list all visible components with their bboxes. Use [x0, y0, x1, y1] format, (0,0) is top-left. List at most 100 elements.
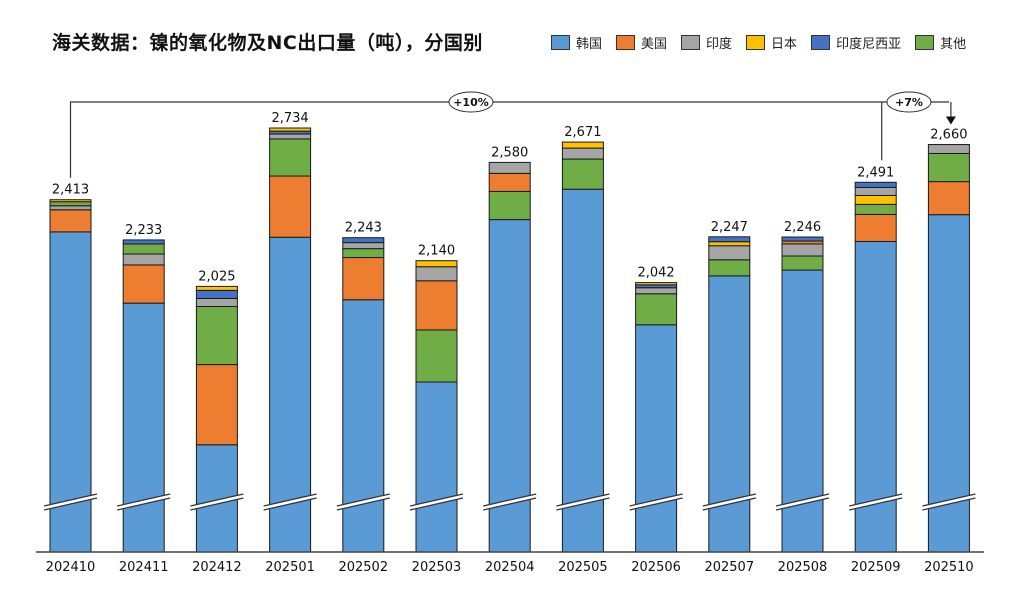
- bar-segment-korea-202411: [122, 302, 165, 553]
- x-tick-label: 202507: [704, 560, 754, 575]
- total-label: 2,233: [125, 223, 162, 238]
- growth-label-10pct: +10%: [453, 96, 489, 109]
- total-labels: 2,413 2,233 2,025 2,734 2,243 2,140 2,580 2,671…: [52, 111, 968, 284]
- axis-break-line-upper: [922, 493, 976, 507]
- bar-segment-other-202501: [269, 138, 312, 177]
- legend-label-japan: 日本: [771, 37, 798, 52]
- total-label: 2,734: [271, 111, 308, 126]
- legend-swatch-usa: [616, 35, 636, 50]
- bar-segment-indonesia-202411: [122, 239, 165, 245]
- x-tick-label: 202503: [412, 560, 462, 575]
- axis-break-line-upper: [190, 493, 244, 507]
- bar-segment-india-202412: [195, 297, 238, 307]
- x-tick-label: 202502: [338, 560, 388, 575]
- growth-bubble-10pct: [448, 91, 494, 113]
- bar-segment-india-202507: [708, 245, 751, 261]
- axis-break-line-upper: [702, 493, 756, 507]
- bar-segment-india-202504: [488, 161, 531, 174]
- axis-break-line-lower: [43, 497, 98, 511]
- axis-break-line-upper: [483, 493, 537, 507]
- bar-segment-usa-202410: [49, 209, 92, 233]
- bar-segment-korea-202507: [708, 275, 751, 553]
- growth-annotations: +10% +7%: [69, 91, 956, 178]
- total-label: 2,413: [52, 183, 89, 198]
- bar-segment-other-202412: [195, 305, 238, 366]
- bar-segment-japan-202501: [269, 127, 312, 132]
- total-label: 2,042: [637, 266, 674, 281]
- legend-swatch-indonesia: [811, 35, 831, 50]
- x-tick-label: 202504: [485, 560, 535, 575]
- axis-break-202505: [556, 494, 610, 510]
- chart-title: 海关数据：镍的氧化物及NC出口量（吨），分国别: [52, 32, 483, 54]
- bar-segment-usa-202503: [415, 280, 458, 331]
- bar-segment-usa-202509: [854, 213, 897, 242]
- bar-segment-other-202502: [342, 248, 385, 259]
- bar-segment-other-202509: [854, 203, 897, 215]
- bar-segment-japan-202506: [635, 282, 678, 286]
- x-tick-label: 202510: [924, 560, 974, 575]
- axis-break-202501: [263, 494, 317, 510]
- bars-group: [49, 127, 970, 553]
- legend-label-korea: 韩国: [576, 37, 603, 52]
- bar-segment-other-202411: [122, 243, 165, 255]
- bar-segment-other-202508: [781, 255, 824, 271]
- legend: 韩国 美国 印度 日本 印度尼西亚 其他: [551, 33, 980, 52]
- legend-label-india: 印度: [706, 37, 733, 52]
- axis-break-line-upper: [263, 493, 317, 507]
- legend-item-korea: 韩国: [551, 33, 602, 52]
- x-tick-label: 202412: [192, 560, 242, 575]
- bar-segment-korea-202503: [415, 381, 458, 553]
- bar-segment-usa-202504: [488, 172, 531, 192]
- bar-segment-india-202509: [854, 186, 897, 196]
- bar-segment-japan-202505: [561, 141, 604, 149]
- bar-segment-japan-202509: [854, 194, 897, 205]
- axis-break-line-upper: [775, 493, 830, 507]
- axis-break-202504: [483, 494, 537, 510]
- axis-break-202412: [190, 494, 244, 510]
- axis-break-line-upper: [629, 493, 683, 507]
- bar-segment-other-202410: [49, 201, 92, 207]
- bar-segment-other-202507: [708, 259, 751, 277]
- growth-label-7pct: +7%: [895, 96, 923, 109]
- bar-segment-other-202506: [635, 293, 678, 326]
- bar-segment-india-202510: [927, 144, 970, 154]
- bar-segment-india-202411: [122, 253, 165, 266]
- bar-segment-other-202504: [488, 190, 531, 221]
- x-tick-label: 202509: [851, 560, 901, 575]
- bar-segment-japan-202503: [415, 260, 458, 268]
- bar-segment-india-202410: [49, 205, 92, 211]
- bar-segment-usa-202502: [342, 257, 385, 301]
- axis-break-202507: [702, 494, 756, 510]
- x-tick-label: 202508: [778, 560, 828, 575]
- axis-break-202502: [336, 494, 390, 510]
- legend-item-japan: 日本: [746, 33, 797, 52]
- bar-segment-other-202505: [561, 158, 604, 190]
- arrow-head-icon: [945, 116, 956, 125]
- bar-segment-japan-202410: [49, 199, 92, 203]
- bar-segment-india-202502: [342, 242, 385, 250]
- total-label: 2,580: [491, 145, 528, 160]
- axis-break-line-lower: [409, 497, 464, 511]
- legend-label-usa: 美国: [641, 37, 668, 52]
- axis-break-202503: [410, 494, 463, 510]
- axis-break-line-lower: [702, 497, 756, 511]
- legend-swatch-other: [915, 35, 935, 50]
- x-tick-label: 202410: [46, 560, 96, 575]
- axis-break-line-lower: [117, 497, 171, 511]
- total-label: 2,025: [198, 269, 235, 284]
- bar-segment-other-202510: [927, 152, 970, 183]
- bar-segment-japan-202412: [195, 285, 238, 291]
- x-tick-label: 202411: [119, 560, 169, 575]
- axis-break-line-lower: [922, 497, 976, 511]
- axis-break-line-lower: [849, 497, 903, 511]
- total-label: 2,246: [784, 220, 821, 235]
- bar-segment-usa-202411: [122, 264, 165, 304]
- axis-break-202509: [849, 494, 903, 510]
- total-label: 2,243: [345, 221, 382, 236]
- bar-segment-other-202503: [415, 329, 458, 383]
- axis-break-202411: [117, 494, 171, 510]
- axis-break-line-lower: [775, 497, 830, 511]
- legend-label-other: 其他: [940, 37, 967, 52]
- axis-break-line-lower: [190, 497, 244, 511]
